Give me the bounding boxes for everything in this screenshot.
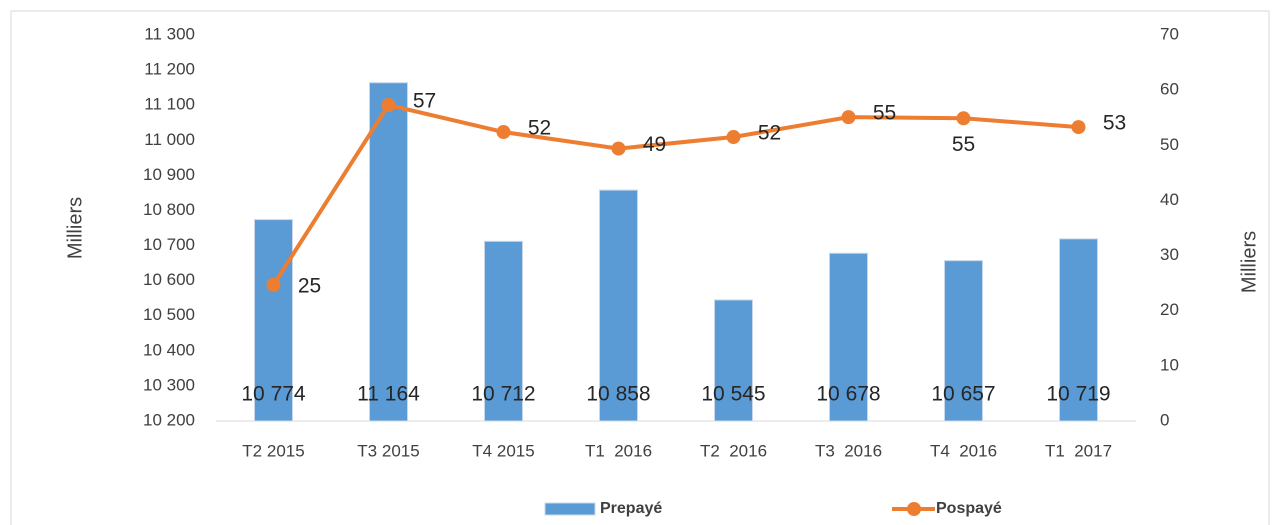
y2-tick-label: 10 [1160,355,1179,374]
x-tick-label: T3 2015 [357,441,419,460]
line-value-label: 57 [413,90,436,113]
bar [944,260,983,422]
bar-value-label: 10 712 [471,383,535,406]
y-tick-label: 11 300 [144,24,195,43]
y2-tick-label: 0 [1160,410,1169,429]
legend-swatch [907,502,921,516]
bar [1059,238,1098,422]
x-tick-label: T3 2016 [815,441,882,460]
bar [254,219,293,422]
bar-value-label: 10 858 [586,383,650,406]
legend-label: Pospayé [936,500,1002,517]
y-axis-label: Milliers [64,197,86,259]
y-tick-label: 10 200 [143,410,195,429]
x-tick-label: T4 2015 [472,441,534,460]
line-point [266,277,281,292]
y2-axis-label: Milliers [1238,231,1260,293]
x-tick-label: T2 2016 [700,441,767,460]
chart-frame [10,10,1270,525]
line-point [1071,120,1086,135]
x-tick-label: T4 2016 [930,441,997,460]
line-value-label: 55 [873,102,896,125]
y-tick-label: 10 400 [143,340,195,359]
line [271,102,1079,286]
line-value-label: 55 [952,133,975,156]
line-point [611,141,626,156]
x-tick-label: T2 2015 [242,441,304,460]
y-tick-label: 10 600 [143,270,195,289]
y2-tick-label: 40 [1160,190,1179,209]
bar-value-label: 10 678 [816,383,880,406]
y2-tick-label: 50 [1160,135,1179,154]
bar [599,189,638,422]
line-value-label: 52 [758,122,781,145]
line-point [381,98,396,113]
y2-tick-label: 70 [1160,24,1179,43]
bar [484,240,523,422]
y-tick-label: 10 800 [143,200,195,219]
line-point [841,110,856,125]
y2-tick-label: 30 [1160,245,1179,264]
y-tick-label: 10 700 [143,235,195,254]
y-tick-label: 10 300 [143,375,195,394]
legend-label: Prepayé [600,500,662,517]
bar [829,252,868,422]
y-tick-label: 10 500 [143,305,195,324]
bar [714,299,753,422]
bar-value-label: 10 657 [931,383,995,406]
x-tick-label: T1 2017 [1045,441,1112,460]
bar-value-label: 11 164 [357,383,420,406]
line-value-label: 52 [528,117,551,140]
line-point [956,111,971,126]
bar [369,82,408,422]
y-tick-label: 11 000 [144,130,195,149]
line-value-label: 25 [298,274,321,297]
y-tick-label: 11 200 [144,60,195,79]
bar-value-label: 10 774 [241,383,306,406]
y-tick-label: 11 100 [144,95,195,114]
y2-tick-label: 20 [1160,300,1179,319]
line-value-label: 49 [643,133,666,156]
bar-value-label: 10 719 [1046,383,1110,406]
line-point [496,125,511,140]
y2-tick-label: 60 [1160,80,1179,99]
line-point [726,130,741,145]
legend-swatch [544,502,596,516]
y-tick-label: 10 900 [143,165,195,184]
x-tick-label: T1 2016 [585,441,652,460]
line-value-label: 53 [1103,112,1126,135]
bar-value-label: 10 545 [701,383,765,406]
